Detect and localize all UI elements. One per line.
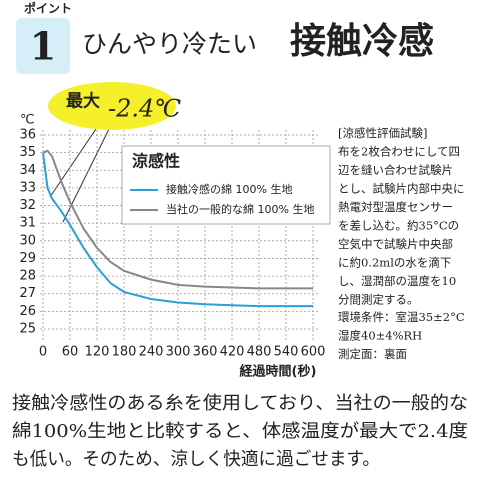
note-line: [涼感性評価試験]: [338, 126, 427, 140]
y-tick-label: 34: [19, 163, 36, 178]
badge-label: ポイント: [24, 1, 72, 16]
x-tick-label: 120: [85, 345, 110, 360]
condition-line: 測定面：裏面: [338, 347, 407, 361]
x-tick-label: 240: [139, 345, 164, 360]
x-tick-label: 300: [166, 345, 191, 360]
condition-line: 環境条件：室温35±2°C: [338, 310, 465, 324]
badge: [16, 18, 70, 74]
note-line: 空気中で試験片中央部: [338, 237, 453, 251]
x-tick-label: 180: [112, 345, 137, 360]
x-tick-label: 480: [247, 345, 272, 360]
x-tick-label: 540: [274, 345, 299, 360]
footer-line: も低い。そのため、涼しく快適に過ごせます。: [12, 449, 380, 470]
note-line: 布を2枚合わせにして四: [338, 145, 460, 159]
note-line: 分間測定する。: [338, 293, 419, 307]
y-axis-label: ℃: [20, 113, 35, 128]
y-tick-label: 27: [19, 286, 36, 301]
note-line: とし、試験片内部中央に: [338, 182, 465, 196]
pointer: [49, 125, 99, 198]
legend-label: 当社の一般的な綿 100% 生地: [166, 202, 314, 216]
x-tick-label: 60: [62, 345, 79, 360]
footer-line: 綿100%生地と比較すると、体感温度が最大で2.4度: [12, 421, 468, 442]
callout: [48, 82, 176, 130]
series-line: [42, 152, 313, 308]
series-line: [42, 149, 313, 290]
y-tick-label: 35: [19, 145, 36, 160]
legend-title: 涼感性: [132, 152, 180, 171]
y-tick-label: 26: [19, 304, 36, 319]
x-tick-label: 600: [301, 345, 326, 360]
legend-label: 接触冷感の綿 100% 生地: [166, 182, 292, 196]
title-emphasis: 接触冷感: [290, 20, 434, 62]
y-tick-label: 28: [19, 269, 36, 284]
x-axis-label: 経過時間(秒): [240, 364, 317, 380]
note-line: し、湿潤部の温度を10: [338, 274, 456, 288]
y-tick-label: 29: [19, 251, 36, 266]
y-tick-label: 36: [19, 128, 36, 143]
title: ひんやり冷たい: [82, 30, 257, 59]
y-tick-label: 25: [19, 322, 36, 337]
y-tick-label: 31: [19, 216, 36, 231]
x-tick-label: 420: [220, 345, 245, 360]
x-tick-label: 0: [39, 345, 47, 360]
condition-line: 湿度40±4%RH: [338, 329, 422, 343]
x-tick-label: 360: [193, 345, 218, 360]
y-tick-label: 33: [19, 180, 36, 195]
callout-value: -2.4℃: [108, 95, 181, 123]
legend-box: [121, 145, 331, 225]
footer-line: 接触冷感性のある糸を使用しており、当社の一般的な: [12, 393, 468, 414]
note-line: 辺を縫い合わせ試験片: [338, 163, 453, 177]
note-line: に約0.2mlの水を滴下: [338, 256, 451, 270]
badge-number: 1: [30, 24, 56, 69]
callout-label: 最大: [66, 91, 100, 112]
pointer: [62, 126, 111, 223]
y-tick-label: 32: [19, 198, 36, 213]
note-line: 熱電対型温度センサー: [338, 200, 453, 214]
y-tick-label: 30: [19, 233, 36, 248]
note-line: を差し込む。約35°Cの: [338, 219, 459, 233]
